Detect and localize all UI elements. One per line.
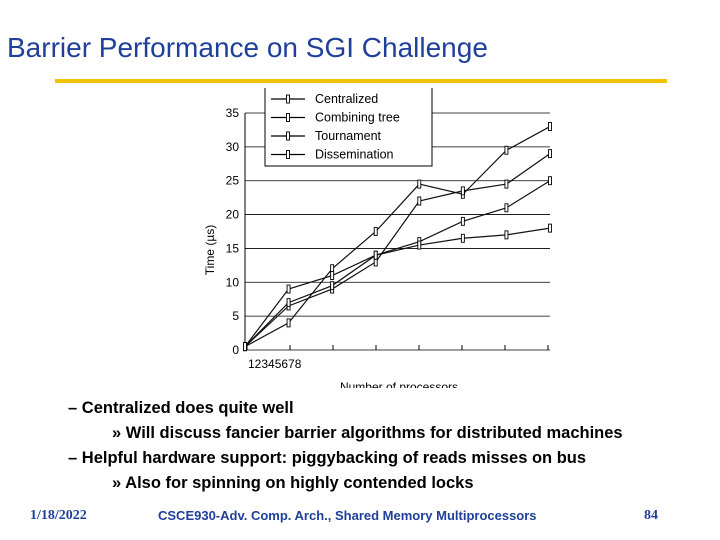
bullet-text: Also for spinning on highly contended lo… — [125, 474, 474, 492]
legend-marker — [286, 94, 290, 104]
y-tick-label: 35 — [226, 106, 240, 120]
data-point — [504, 203, 509, 213]
bullet-marker: » — [112, 474, 122, 492]
y-tick-label: 10 — [226, 275, 240, 289]
chart-axes: 0 5 10 15 20 25 30 35 12345678 — [226, 106, 549, 371]
data-point — [548, 176, 552, 186]
legend-marker — [286, 131, 290, 141]
data-point — [504, 230, 509, 240]
bullet-marker: – — [68, 449, 78, 467]
series-line — [244, 180, 551, 348]
data-point — [286, 298, 291, 308]
data-point — [460, 186, 465, 196]
y-tick-label: 15 — [226, 241, 240, 255]
y-axis-label: Time (µs) — [203, 225, 217, 275]
series-line — [244, 153, 551, 348]
sub-bullet-item: » Also for spinning on highly contended … — [68, 471, 623, 496]
page-number: 84 — [644, 508, 658, 523]
slide-title: Barrier Performance on SGI Challenge — [7, 32, 488, 63]
y-tick-label: 20 — [226, 208, 240, 222]
bullet-marker: – — [68, 399, 78, 417]
data-point — [286, 318, 291, 328]
footer-course: CSCE930-Adv. Comp. Arch., Shared Memory … — [158, 508, 537, 523]
barrier-performance-chart: 0 5 10 15 20 25 30 35 12345678 Centralized Combin… — [203, 88, 552, 388]
bullet-text: Helpful hardware support: piggybacking o… — [81, 449, 587, 467]
data-point — [286, 284, 291, 294]
y-tick-label: 0 — [232, 343, 239, 357]
legend-label: Tournament — [315, 129, 382, 143]
legend-box — [264, 88, 433, 167]
data-point — [548, 223, 552, 233]
chart-legend: Centralized Combining tree Tournament Disse… — [264, 88, 433, 167]
data-point — [460, 233, 465, 243]
data-point — [330, 281, 335, 291]
bullet-text: Will discuss fancier barrier algorithms … — [125, 424, 623, 442]
data-point — [417, 240, 422, 250]
y-tick-label: 30 — [226, 140, 240, 154]
y-tick-label: 25 — [226, 174, 240, 188]
legend-label: Combining tree — [315, 111, 400, 125]
data-point — [548, 149, 552, 159]
bullet-list: – Centralized does quite well » Will dis… — [68, 396, 623, 496]
bullet-text: Centralized does quite well — [81, 399, 294, 417]
data-point — [504, 179, 509, 189]
data-point — [548, 122, 552, 131]
title-underline — [55, 79, 667, 83]
data-point — [373, 250, 378, 260]
data-point — [243, 342, 247, 352]
legend-marker — [286, 113, 290, 122]
series-line — [244, 126, 551, 348]
footer-date: 1/18/2022 — [30, 508, 87, 523]
bullet-marker: » — [112, 424, 122, 442]
data-point — [417, 179, 422, 189]
legend-marker — [286, 150, 290, 159]
series-line — [244, 227, 551, 347]
data-point — [504, 145, 509, 155]
data-point — [460, 216, 465, 226]
legend-label: Centralized — [315, 92, 378, 106]
y-tick-label: 5 — [232, 309, 239, 323]
x-tick-labels: 12345678 — [248, 357, 302, 371]
sub-bullet-item: » Will discuss fancier barrier algorithm… — [68, 421, 623, 446]
legend-label: Dissemination — [315, 148, 394, 162]
data-point — [373, 227, 378, 236]
bullet-item: – Centralized does quite well — [68, 396, 623, 421]
chart-series — [243, 122, 552, 352]
data-point — [330, 271, 335, 280]
x-axis-label: Number of processors — [340, 380, 458, 388]
data-point — [417, 196, 422, 206]
bullet-item: – Helpful hardware support: piggybacking… — [68, 446, 623, 471]
